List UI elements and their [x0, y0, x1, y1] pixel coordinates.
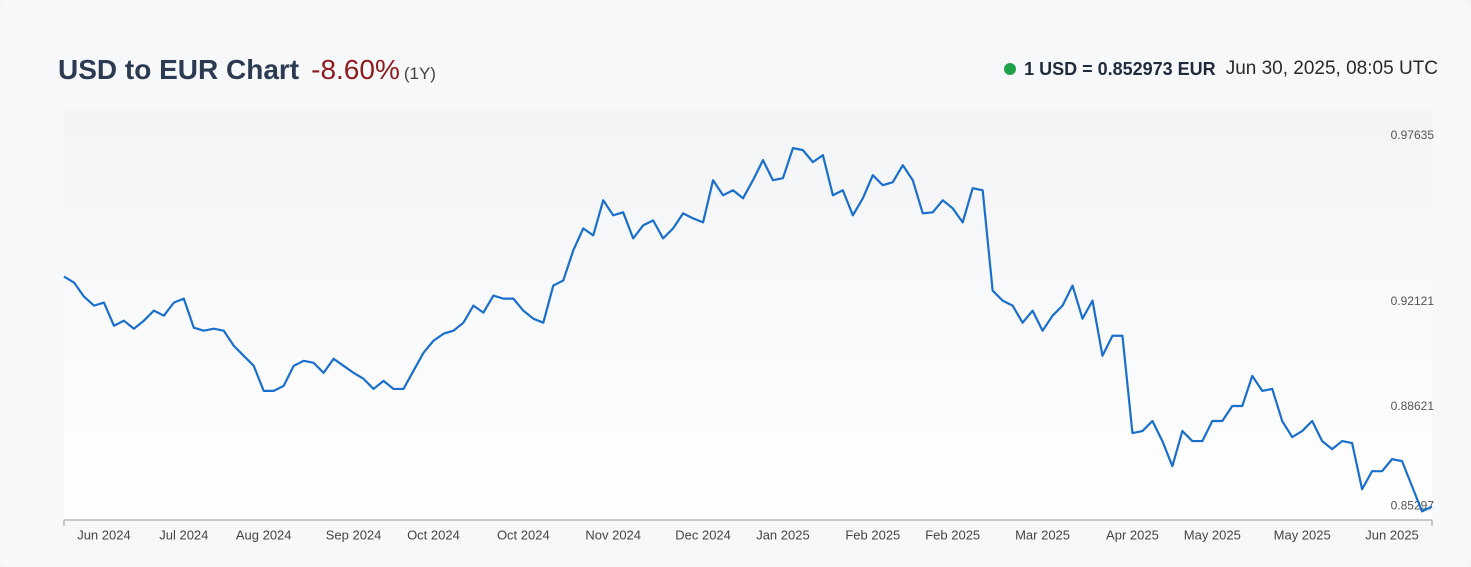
rate: 1 USD = 0.852973 EUR	[1024, 58, 1216, 79]
x-tick-label: Jun 2025	[1365, 527, 1419, 542]
x-tick-label: Aug 2024	[236, 527, 292, 542]
y-tick-label: 0.92121	[1391, 294, 1435, 308]
plot-area	[64, 110, 1432, 520]
title: USD to EUR Chart	[58, 54, 300, 85]
x-tick-label: May 2025	[1274, 527, 1331, 542]
header-right: 1 USD = 0.852973 EUR Jun 30, 2025, 08:05…	[1004, 58, 1438, 80]
x-tick-label: May 2025	[1184, 527, 1241, 542]
x-tick-label: Jul 2024	[159, 527, 208, 542]
x-tick-label: Nov 2024	[585, 527, 641, 542]
x-tick-label: Dec 2024	[675, 527, 731, 542]
header-left: USD to EUR Chart -8.60% (1Y)	[58, 54, 436, 86]
x-tick-label: Feb 2025	[925, 527, 980, 542]
y-tick-label: 0.85297	[1391, 499, 1435, 513]
x-tick-label: Feb 2025	[845, 527, 900, 542]
period: (1Y)	[403, 64, 436, 83]
timestamp: Jun 30, 2025, 08:05 UTC	[1225, 58, 1438, 79]
x-tick-label: Apr 2025	[1106, 527, 1159, 542]
x-tick-label: Oct 2024	[497, 527, 550, 542]
y-tick-label: 0.97635	[1391, 128, 1435, 142]
change: -8.60%	[311, 54, 400, 85]
price-line	[63, 147, 1433, 513]
status-dot	[1004, 63, 1017, 75]
x-tick-label: Mar 2025	[1015, 527, 1070, 542]
x-tick-label: Jan 2025	[756, 527, 810, 542]
x-tick-label: Jun 2024	[77, 527, 131, 542]
x-tick-label: Sep 2024	[326, 527, 382, 542]
x-tick-label: Oct 2024	[407, 527, 460, 542]
y-tick-label: 0.88621	[1391, 399, 1435, 413]
